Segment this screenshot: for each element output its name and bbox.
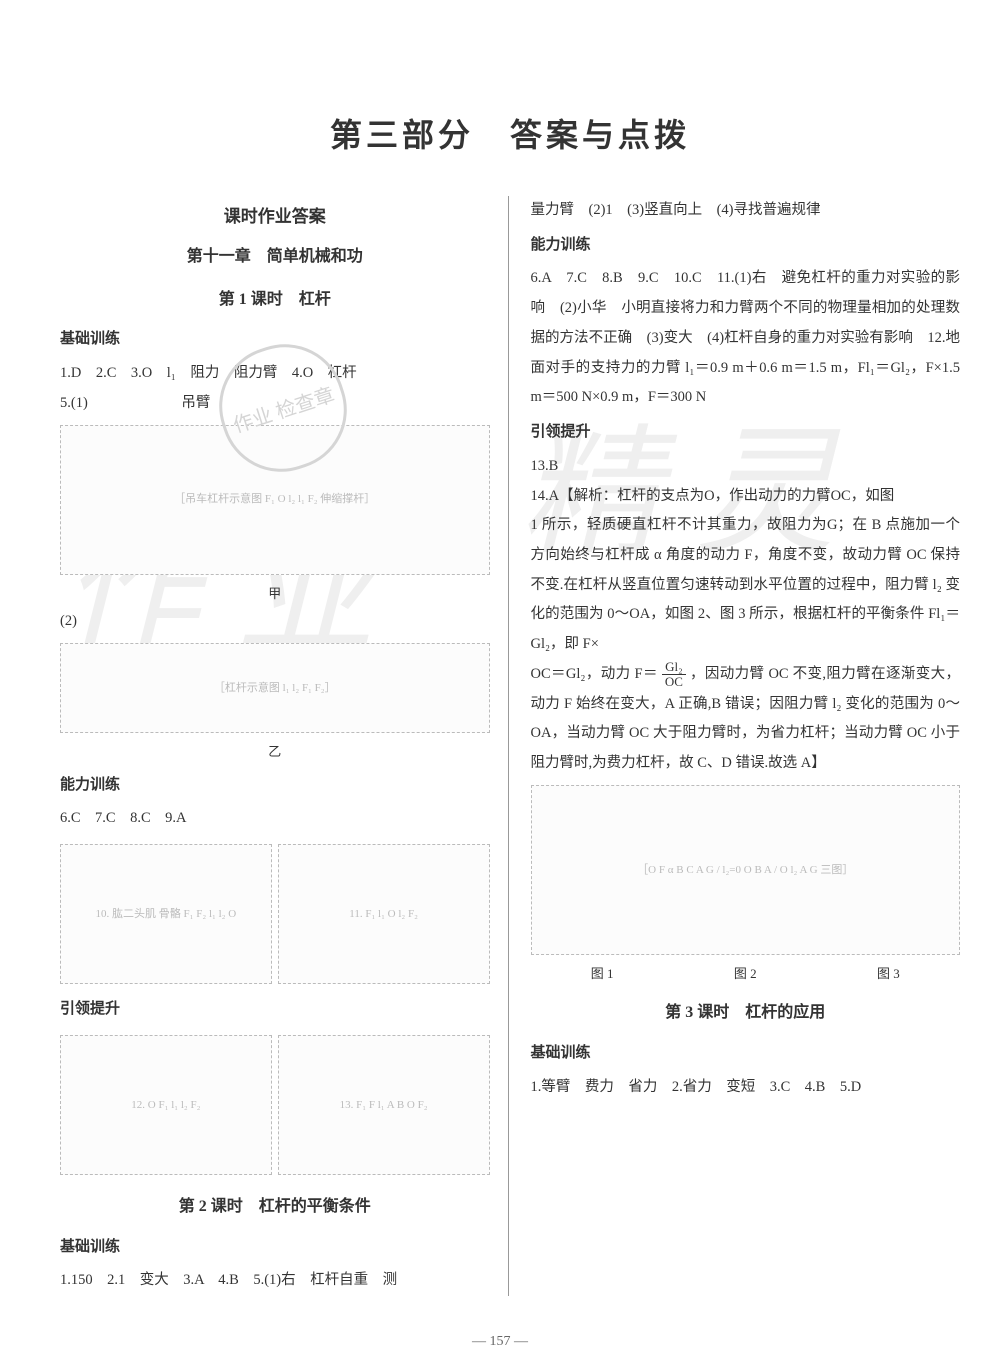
section-lead-label-r: 引领提升 <box>531 417 961 448</box>
fig5-caption-a: 甲 <box>60 581 490 608</box>
right-column: 量力臂 (2)1 (3)竖直向上 (4)寻找普遍规律 能力训练 6.A 7.C … <box>509 196 961 1296</box>
fraction: Gl₂ OC <box>662 660 686 690</box>
ability-para-r: 6.A 7.C 8.B 9.C 10.C 11.(1)右 避免杠杆的重力对实验的… <box>531 264 961 413</box>
figure-placeholder-text: 10. 肱二头肌 骨骼 F₁ F₂ l₁ l₂ O <box>96 903 237 926</box>
fig-caption-1: 图 1 <box>591 961 614 988</box>
two-column-layout: 课时作业答案 第十一章 简单机械和功 第 1 课时 杠杆 基础训练 1.D 2.… <box>60 196 960 1296</box>
figure-q11-lever: 11. F₁ l₁ O l₂ F₂ <box>278 844 490 984</box>
continuation-line: 量力臂 (2)1 (3)竖直向上 (4)寻找普遍规律 <box>531 196 961 226</box>
lesson-2-title: 第 2 课时 杠杆的平衡条件 <box>60 1191 490 1224</box>
fraction-numerator: Gl₂ <box>662 660 686 675</box>
q13-answer: 13.B <box>531 452 961 482</box>
section-ability-label: 能力训练 <box>60 770 490 801</box>
figure-q5-2-lever: ［杠杆示意图 l₁ l₂ F₁ F₂］ <box>60 643 490 733</box>
lesson-3-title: 第 3 课时 杠杆的应用 <box>531 997 961 1030</box>
figure-placeholder-text: 11. F₁ l₁ O l₂ F₂ <box>349 903 418 926</box>
content: 第三部分 答案与点拨 作业 检查章 课时作业答案 第十一章 简单机械和功 第 1… <box>60 110 960 1296</box>
fig5-top-label: 吊臂 <box>181 395 210 411</box>
figure-q13: 13. F₁ F l₁ A B O F₂ <box>278 1035 490 1175</box>
q14-frac-intro: OC＝Gl₂，动力 F＝ <box>531 666 658 682</box>
ability-answers-line: 6.C 7.C 8.C 9.A <box>60 804 490 834</box>
figure-captions-right: 图 1 图 2 图 3 <box>531 961 961 988</box>
section-basic-label: 基础训练 <box>60 324 490 355</box>
figure-placeholder-text: ［杠杆示意图 l₁ l₂ F₁ F₂］ <box>214 677 336 700</box>
figure-placeholder-text: 12. O F₁ l₁ l₂ F₂ <box>131 1094 200 1117</box>
q14-fraction-line: OC＝Gl₂，动力 F＝ Gl₂ OC ，因动力臂 OC 不变,阻力臂在逐渐变大… <box>531 660 961 779</box>
basic-line-r: 1.等臂 费力 省力 2.省力 变短 3.C 4.B 5.D <box>531 1073 961 1103</box>
left-column: 课时作业答案 第十一章 简单机械和功 第 1 课时 杠杆 基础训练 1.D 2.… <box>60 196 509 1296</box>
section-basic2-label: 基础训练 <box>60 1232 490 1263</box>
figure-placeholder-text: 13. F₁ F l₁ A B O F₂ <box>340 1094 428 1117</box>
figure-placeholder-text: ［O F α B C A G / l₂=0 O B A / O l₂ A G 三… <box>637 859 853 882</box>
figure-set-right: ［O F α B C A G / l₂=0 O B A / O l₂ A G 三… <box>531 785 961 955</box>
basic2-answers-line: 1.150 2.1 变大 3.A 4.B 5.(1)右 杠杆自重 测 <box>60 1266 490 1296</box>
section-ability-label-r: 能力训练 <box>531 230 961 261</box>
section-basic-label-r: 基础训练 <box>531 1038 961 1069</box>
lesson-1-title: 第 1 课时 杠杆 <box>60 284 490 317</box>
fig-caption-2: 图 2 <box>734 961 757 988</box>
sub-header: 课时作业答案 <box>60 200 490 235</box>
figure-row-12-13: 12. O F₁ l₁ l₂ F₂ 13. F₁ F l₁ A B O F₂ <box>60 1029 490 1181</box>
figure-placeholder-text: ［吊车杠杆示意图 F₁ O l₂ l₁ F₂ 伸缩撑杆］ <box>174 488 375 511</box>
q14-body-a: 1 所示，轻质硬直杠杆不计其重力，故阻力为G；在 B 点施加一个方向始终与杠杆成… <box>531 511 961 660</box>
fraction-denominator: OC <box>662 675 686 689</box>
q5-2-prefix: (2) <box>60 607 490 637</box>
figure-q10-arm: 10. 肱二头肌 骨骼 F₁ F₂ l₁ l₂ O <box>60 844 272 984</box>
figure-q5-1-crane: ［吊车杠杆示意图 F₁ O l₂ l₁ F₂ 伸缩撑杆］ <box>60 425 490 575</box>
chapter-title: 第十一章 简单机械和功 <box>60 241 490 274</box>
basic-answers-line: 1.D 2.C 3.O l₁ 阻力 阻力臂 4.O 杠杆 <box>60 359 490 389</box>
fig5-caption-b: 乙 <box>60 739 490 766</box>
section-lead-label: 引领提升 <box>60 994 490 1025</box>
page-number: — 157 — <box>0 1334 1000 1350</box>
figure-row-10-11: 10. 肱二头肌 骨骼 F₁ F₂ l₁ l₂ O 11. F₁ l₁ O l₂… <box>60 838 490 990</box>
main-title: 第三部分 答案与点拨 <box>60 110 960 156</box>
q14-head: 14.A【解析：杠杆的支点为O，作出动力的力臂OC，如图 <box>531 482 961 512</box>
fig-caption-3: 图 3 <box>877 961 900 988</box>
page: 作 业 精 灵 第三部分 答案与点拨 作业 检查章 课时作业答案 第十一章 简单… <box>0 0 1000 1364</box>
q5-number: 5.(1) <box>60 395 88 411</box>
q5-prefix: 5.(1) 吊臂 <box>60 389 490 419</box>
figure-q12: 12. O F₁ l₁ l₂ F₂ <box>60 1035 272 1175</box>
